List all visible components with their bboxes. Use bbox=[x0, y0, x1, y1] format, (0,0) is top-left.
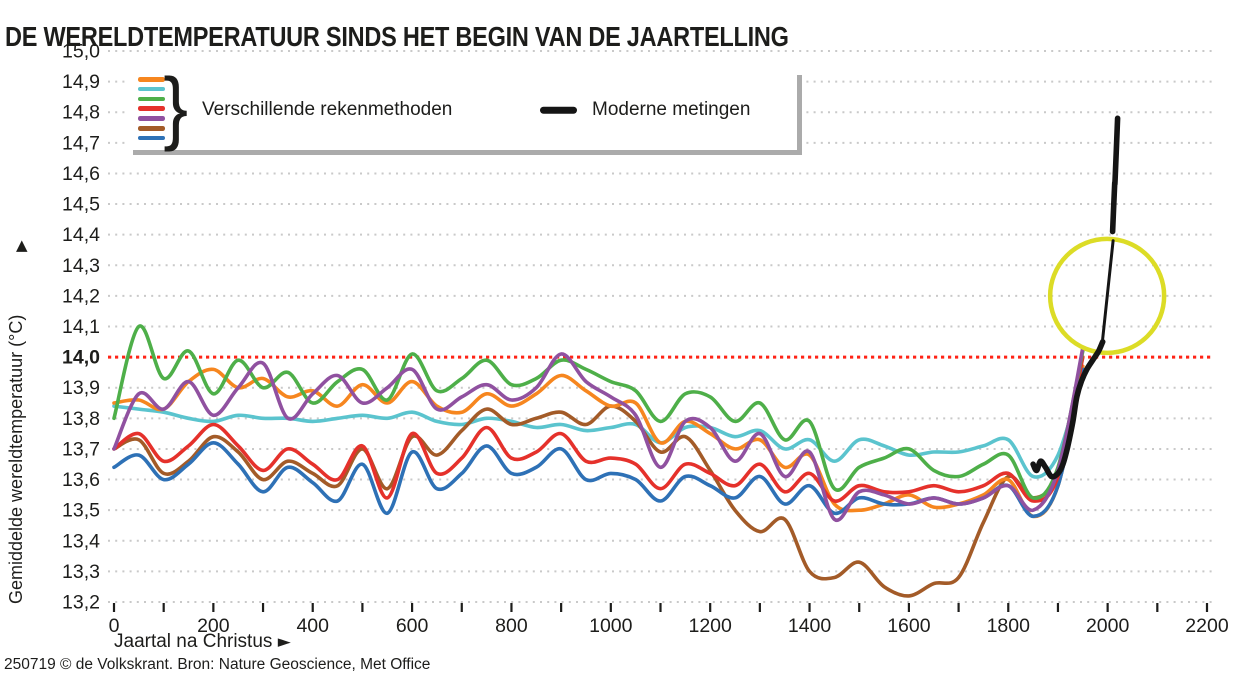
y-axis-up-arrow-icon: ▲ bbox=[16, 236, 28, 254]
series-line-groen bbox=[112, 324, 1085, 500]
y-tick-label: 14,3 bbox=[62, 255, 100, 277]
y-axis-title: Gemiddelde wereldtemperatuur (°C) bbox=[6, 314, 26, 604]
legend-method-swatch bbox=[138, 77, 165, 82]
legend-method-swatch bbox=[138, 125, 165, 131]
legend-brace: } bbox=[163, 61, 189, 153]
x-axis-right-arrow-icon: ► bbox=[277, 632, 291, 652]
y-tick-label: 14,8 bbox=[62, 102, 100, 124]
y-tick-label: 14,7 bbox=[62, 132, 100, 154]
modern-line-segment-1 bbox=[1030, 339, 1106, 480]
x-tick-label: 1400 bbox=[788, 615, 832, 637]
y-tick-label: 14,1 bbox=[62, 316, 100, 338]
y-tick-label: 14,4 bbox=[62, 224, 100, 246]
highlight-circle bbox=[1047, 236, 1167, 356]
y-tick-label: 13,4 bbox=[62, 530, 100, 552]
y-tick-label: 13,2 bbox=[62, 592, 100, 614]
x-tick-label: 800 bbox=[495, 615, 528, 637]
x-axis-title-text: Jaartal na Christus bbox=[114, 631, 273, 652]
modern-line-segment-2 bbox=[1101, 239, 1115, 341]
y-tick-label: 13,6 bbox=[62, 469, 100, 491]
legend-modern-label: Moderne metingen bbox=[592, 99, 751, 120]
y-tick-label: 13,9 bbox=[62, 377, 100, 399]
y-tick-label: 14,2 bbox=[62, 285, 100, 307]
legend-method-swatch bbox=[138, 116, 165, 121]
series-line-lichtblauw bbox=[112, 370, 1085, 479]
source-credit: 250719 © de Volkskrant. Bron: Nature Geo… bbox=[4, 656, 431, 673]
y-tick-label: 14,0 bbox=[62, 347, 100, 369]
y-tick-label: 14,5 bbox=[62, 194, 100, 216]
x-tick-label: 600 bbox=[396, 615, 429, 637]
x-tick-label: 2000 bbox=[1086, 615, 1130, 637]
x-tick-label: 1800 bbox=[987, 615, 1031, 637]
y-tick-label: 13,8 bbox=[62, 408, 100, 430]
legend: } Verschillende rekenmethoden Moderne me… bbox=[128, 61, 797, 153]
x-tick-label: 400 bbox=[296, 615, 329, 637]
series-line-rood bbox=[112, 355, 1085, 503]
x-tick-label: 0 bbox=[109, 615, 120, 637]
legend-method-swatch bbox=[138, 96, 165, 102]
y-tick-label: 14,9 bbox=[62, 71, 100, 93]
modern-line-segment-3 bbox=[1109, 115, 1121, 235]
x-tick-label: 1200 bbox=[688, 615, 732, 637]
legend-methods-label: Verschillende rekenmethoden bbox=[202, 99, 453, 120]
legend-method-swatch bbox=[138, 86, 165, 92]
x-tick-label: 2200 bbox=[1185, 615, 1229, 637]
series-line-oranje bbox=[112, 364, 1085, 519]
series-line-bruin bbox=[112, 367, 1085, 598]
y-tick-label: 13,7 bbox=[62, 438, 100, 460]
page-title: DE WERELDTEMPERATUUR SINDS HET BEGIN VAN… bbox=[5, 20, 789, 52]
y-tick-label: 15,0 bbox=[62, 41, 100, 63]
y-tick-label: 13,5 bbox=[62, 500, 100, 522]
x-tick-label: 1000 bbox=[589, 615, 633, 637]
x-tick-label: 200 bbox=[197, 615, 230, 637]
x-tick-label: 1600 bbox=[887, 615, 931, 637]
legend-method-swatch bbox=[138, 106, 165, 111]
legend-method-swatches bbox=[138, 77, 165, 141]
y-tick-label: 13,3 bbox=[62, 561, 100, 583]
legend-modern-line-swatch bbox=[540, 106, 577, 114]
y-tick-label: 14,6 bbox=[62, 163, 100, 185]
series-line-paars bbox=[112, 346, 1085, 523]
legend-method-swatch bbox=[138, 135, 165, 141]
x-axis-title: Jaartal na Christus ► bbox=[114, 631, 291, 653]
